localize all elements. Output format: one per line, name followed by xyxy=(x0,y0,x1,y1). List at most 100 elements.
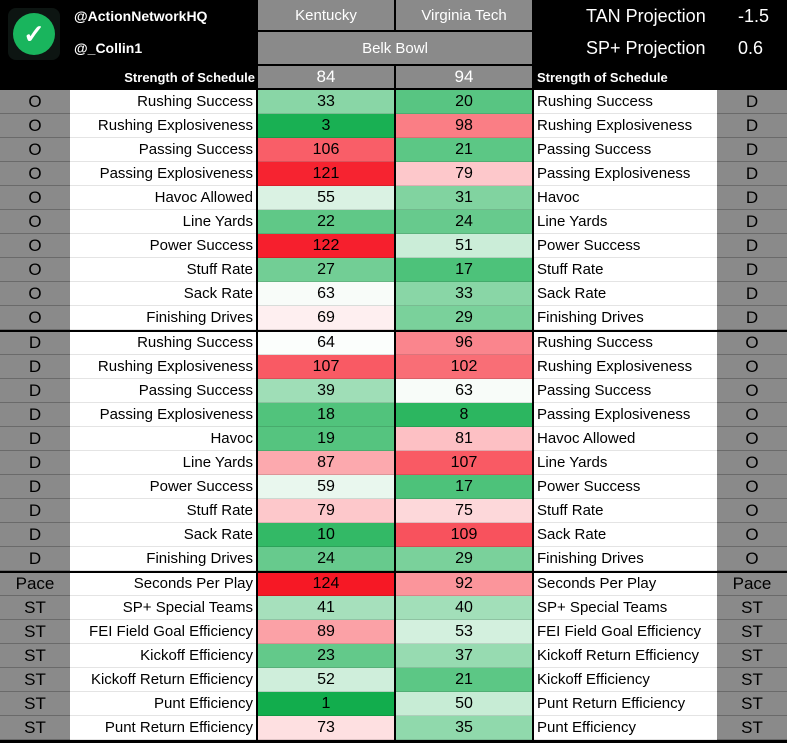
column-divider xyxy=(256,547,258,571)
kentucky-value: 19 xyxy=(258,427,394,451)
table-row: ST SP+ Special Teams 41 40 SP+ Special Teams… xyxy=(0,596,787,620)
virginia-tech-value: 81 xyxy=(396,427,532,451)
stat-label-left: Sack Rate xyxy=(70,282,256,306)
unit-left: O xyxy=(0,114,70,138)
stat-label-right: Passing Explosiveness xyxy=(534,403,717,427)
column-divider xyxy=(256,331,258,355)
stat-label-right: Passing Success xyxy=(534,138,717,162)
column-divider xyxy=(532,523,534,547)
stat-label-right: Passing Explosiveness xyxy=(534,162,717,186)
column-divider xyxy=(532,716,534,740)
stat-label-right: Finishing Drives xyxy=(534,306,717,330)
stat-label-right: Line Yards xyxy=(534,451,717,475)
column-divider xyxy=(394,692,396,716)
unit-right: O xyxy=(717,427,787,451)
column-divider xyxy=(532,547,534,571)
unit-left: D xyxy=(0,547,70,571)
column-divider xyxy=(394,475,396,499)
kentucky-value: 24 xyxy=(258,547,394,571)
virginia-tech-value: 29 xyxy=(396,547,532,571)
column-divider xyxy=(394,403,396,427)
column-divider xyxy=(394,234,396,258)
unit-left: O xyxy=(0,306,70,330)
column-divider xyxy=(532,451,534,475)
table-row: O Finishing Drives 69 29 Finishing Drives D xyxy=(0,306,787,330)
column-divider xyxy=(256,572,258,596)
kentucky-value: 69 xyxy=(258,306,394,330)
column-divider xyxy=(394,716,396,740)
column-divider xyxy=(256,403,258,427)
unit-right: O xyxy=(717,355,787,379)
table-row: O Havoc Allowed 55 31 Havoc D xyxy=(0,186,787,210)
column-divider xyxy=(256,451,258,475)
unit-right: ST xyxy=(717,620,787,644)
checkmark-circle-icon: ✓ xyxy=(13,13,55,55)
unit-right: O xyxy=(717,331,787,355)
stat-label-left: Passing Success xyxy=(70,379,256,403)
column-divider xyxy=(532,138,534,162)
column-divider xyxy=(256,499,258,523)
column-divider xyxy=(256,210,258,234)
unit-left: ST xyxy=(0,692,70,716)
kentucky-value: 23 xyxy=(258,644,394,668)
table-row: D Finishing Drives 24 29 Finishing Drives O xyxy=(0,547,787,571)
stat-label-right: Havoc xyxy=(534,186,717,210)
column-divider xyxy=(256,258,258,282)
virginia-tech-value: 75 xyxy=(396,499,532,523)
stat-label-right: Stuff Rate xyxy=(534,258,717,282)
column-divider xyxy=(256,90,258,114)
stat-label-left: Finishing Drives xyxy=(70,547,256,571)
section-divider xyxy=(0,330,787,332)
sos-label-right: Strength of Schedule xyxy=(537,69,668,85)
virginia-tech-value: 96 xyxy=(396,331,532,355)
column-divider xyxy=(256,234,258,258)
table-row: D Havoc 19 81 Havoc Allowed O xyxy=(0,427,787,451)
column-divider xyxy=(256,186,258,210)
table-row: O Stuff Rate 27 17 Stuff Rate D xyxy=(0,258,787,282)
virginia-tech-value: 50 xyxy=(396,692,532,716)
column-divider xyxy=(394,523,396,547)
stat-label-left: Havoc xyxy=(70,427,256,451)
section-divider xyxy=(0,571,787,573)
unit-right: O xyxy=(717,379,787,403)
column-divider xyxy=(256,716,258,740)
unit-right: O xyxy=(717,403,787,427)
stat-label-left: Kickoff Return Efficiency xyxy=(70,668,256,692)
table-row: D Rushing Explosiveness 107 102 Rushing Expl… xyxy=(0,355,787,379)
unit-left: D xyxy=(0,355,70,379)
column-divider xyxy=(256,306,258,330)
unit-right: ST xyxy=(717,596,787,620)
virginia-tech-value: 21 xyxy=(396,138,532,162)
virginia-tech-value: 37 xyxy=(396,644,532,668)
kentucky-value: 1 xyxy=(258,692,394,716)
column-divider xyxy=(394,644,396,668)
stat-label-right: SP+ Special Teams xyxy=(534,596,717,620)
stat-label-left: SP+ Special Teams xyxy=(70,596,256,620)
kentucky-value: 121 xyxy=(258,162,394,186)
bowl-header: Belk Bowl xyxy=(258,32,532,64)
team-left-header: Kentucky xyxy=(258,0,394,30)
unit-right: ST xyxy=(717,692,787,716)
kentucky-value: 10 xyxy=(258,523,394,547)
kentucky-value: 27 xyxy=(258,258,394,282)
virginia-tech-value: 33 xyxy=(396,282,532,306)
table-row: ST Punt Efficiency 1 50 Punt Return Efficien… xyxy=(0,692,787,716)
unit-right: O xyxy=(717,451,787,475)
column-divider xyxy=(256,162,258,186)
column-divider xyxy=(532,234,534,258)
stat-label-left: Punt Efficiency xyxy=(70,692,256,716)
column-divider xyxy=(532,114,534,138)
stat-label-left: Passing Explosiveness xyxy=(70,162,256,186)
virginia-tech-value: 24 xyxy=(396,210,532,234)
table-row: Pace Seconds Per Play 124 92 Seconds Per Pla… xyxy=(0,572,787,596)
stat-label-left: Stuff Rate xyxy=(70,499,256,523)
kentucky-value: 59 xyxy=(258,475,394,499)
column-divider xyxy=(532,331,534,355)
unit-right: D xyxy=(717,282,787,306)
unit-right: O xyxy=(717,475,787,499)
column-divider xyxy=(532,258,534,282)
stat-label-left: FEI Field Goal Efficiency xyxy=(70,620,256,644)
column-divider xyxy=(532,90,534,114)
sos-label-left: Strength of Schedule xyxy=(124,69,255,85)
column-divider xyxy=(394,572,396,596)
